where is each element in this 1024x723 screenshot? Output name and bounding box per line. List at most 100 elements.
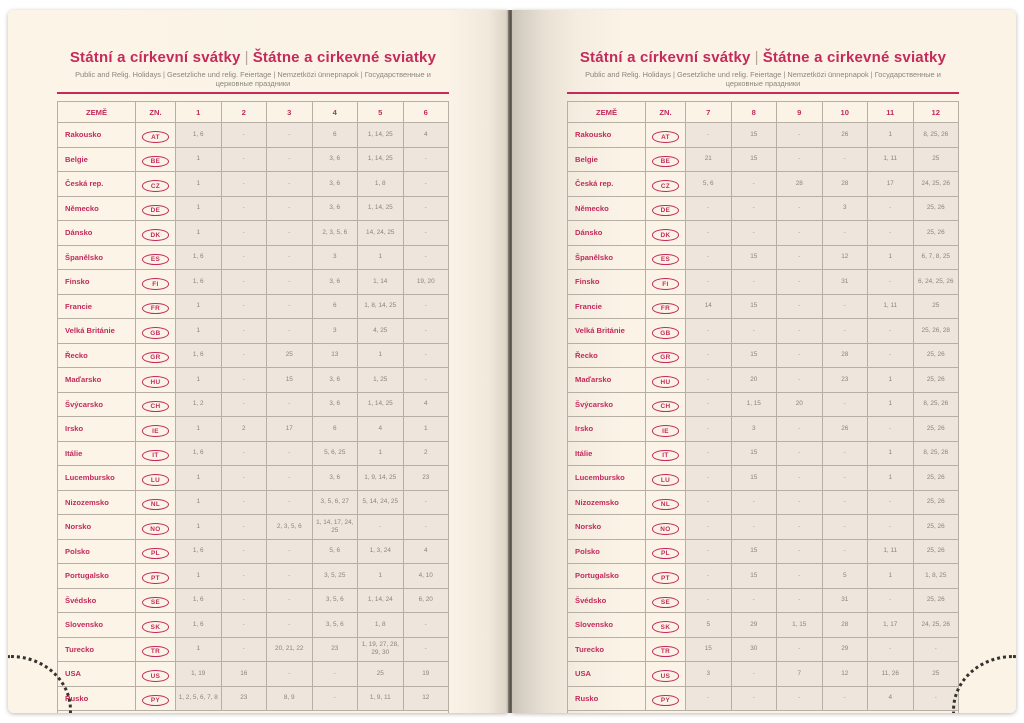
holiday-days-cell: - xyxy=(821,465,868,491)
country-code-badge: IE xyxy=(142,425,169,437)
holiday-days-cell: 3, 6 xyxy=(311,367,358,393)
holiday-days-cell: - xyxy=(220,244,267,270)
holiday-days-cell: 25, 26, 28 xyxy=(912,318,959,344)
holiday-days-cell: 25, 26 xyxy=(912,195,959,221)
country-name: Portugalsko xyxy=(57,563,136,589)
country-code-badge: BE xyxy=(142,155,169,168)
holiday-days-cell: 25, 26 xyxy=(912,220,959,246)
country-code-cell: SE xyxy=(135,587,176,613)
country-name: Portugalsko xyxy=(567,563,646,589)
table-row: Finsko FI 1, 6- -3, 6 1, 14 19, 20 xyxy=(57,269,449,295)
stitch-dots-bottom-right xyxy=(952,655,1016,713)
country-code-badge: IE xyxy=(652,425,679,437)
holiday-days-cell: 8, 25, 26 xyxy=(912,440,959,466)
holiday-days-cell: - xyxy=(730,269,777,295)
holiday-days-cell: - xyxy=(685,391,732,417)
holiday-days-cell: - xyxy=(821,489,868,515)
holiday-days-cell: 20 xyxy=(730,367,777,393)
table-row: Česká rep. CZ 1- -3, 6 1, 8- xyxy=(57,171,449,197)
holiday-days-cell: 15 xyxy=(730,342,777,368)
holiday-days-cell: - xyxy=(776,293,823,319)
table-row: Francie FR 1- -6 1, 8, 14, 25- xyxy=(57,293,449,319)
holiday-days-cell: - xyxy=(685,685,732,711)
holiday-days-cell: 6 xyxy=(311,122,358,148)
country-code-badge: GR xyxy=(142,351,169,364)
country-code-cell: NL xyxy=(135,489,176,515)
holiday-days-cell: - xyxy=(776,440,823,466)
holiday-days-cell: 13 xyxy=(311,342,358,368)
table-row: Rusko PY - - - -4- xyxy=(567,685,959,711)
holiday-days-cell: 16 xyxy=(220,661,267,687)
holiday-days-cell: 1 xyxy=(175,489,222,515)
country-code-cell: DE xyxy=(645,195,686,221)
country-name: Švýcarsko xyxy=(567,391,646,417)
holiday-days-cell: - xyxy=(402,367,449,393)
holiday-days-cell: - xyxy=(821,293,868,319)
holiday-days-cell: 3, 5, 6, 27 xyxy=(311,489,358,515)
holiday-days-cell: 1, 19, 27, 28, 29, 30 xyxy=(357,636,404,662)
holiday-days-cell: 5 xyxy=(685,612,732,638)
holiday-days-cell: 5, 6 xyxy=(685,171,732,197)
header-row: ZEMĚ ZN. 1 2 3 4 5 6 xyxy=(57,101,449,123)
holiday-days-cell: 1, 14, 25 xyxy=(357,195,404,221)
country-code-badge: SK xyxy=(142,621,169,633)
holiday-days-cell: - xyxy=(685,269,732,295)
country-code-cell: AT xyxy=(645,122,686,148)
country-name: Irsko xyxy=(57,416,136,442)
table-row: Portugalsko PT -15-5 1 1, 8, 25 xyxy=(567,563,959,589)
holiday-days-cell: - xyxy=(685,220,732,246)
holiday-days-cell: 1 xyxy=(867,367,914,393)
country-code-cell: ES xyxy=(135,244,176,270)
holiday-days-cell: 1, 25 xyxy=(357,367,404,393)
country-code-badge: US xyxy=(652,670,679,682)
holiday-days-cell: - xyxy=(867,318,914,344)
country-code-badge: GB xyxy=(142,327,169,339)
country-code-badge: DE xyxy=(652,204,679,217)
holiday-days-cell: - xyxy=(220,489,267,515)
holiday-days-cell: 14 xyxy=(685,293,732,319)
holiday-days-cell: 1 xyxy=(175,465,222,491)
holiday-days-cell: - xyxy=(220,612,267,638)
country-code-badge: ES xyxy=(142,253,169,266)
holiday-days-cell: 15 xyxy=(730,122,777,148)
page-left-content: Státní a církevní svátky | Štátne a cirkev… xyxy=(57,10,449,713)
holiday-days-cell: - xyxy=(402,342,449,368)
holiday-days-cell: 15 xyxy=(730,146,777,172)
holiday-days-cell: - xyxy=(220,367,267,393)
column-header-month: 2 xyxy=(220,101,267,123)
table-row: Velká Británie GB 1- -3 4, 25- xyxy=(57,318,449,344)
holiday-days-cell: 1, 8, 25 xyxy=(912,563,959,589)
holiday-days-cell: - xyxy=(730,318,777,344)
holiday-days-cell: 28 xyxy=(821,612,868,638)
holiday-days-cell: 21 xyxy=(685,146,732,172)
holiday-days-cell: - xyxy=(821,440,868,466)
holiday-days-cell: - xyxy=(730,171,777,197)
holiday-days-cell: 3 xyxy=(730,416,777,442)
holiday-days-cell: - xyxy=(685,514,732,540)
holiday-days-cell: 1, 3, 24 xyxy=(357,538,404,564)
country-name: Nizozemsko xyxy=(57,489,136,515)
table-row: Polsko PL -15- -1, 11 25, 26 xyxy=(567,538,959,564)
table-row: Nizozemsko NL - - - - -25, 26 xyxy=(567,489,959,515)
holiday-days-cell: 8, 25, 26 xyxy=(912,122,959,148)
holiday-days-cell: - xyxy=(776,122,823,148)
country-code-cell: GR xyxy=(135,342,176,368)
holiday-days-cell: 25, 26 xyxy=(912,587,959,613)
column-header-code: ZN. xyxy=(135,101,176,123)
holiday-days-cell: - xyxy=(266,612,313,638)
holiday-days-cell: 1 xyxy=(867,440,914,466)
holiday-days-cell: 12 xyxy=(821,244,868,270)
country-name: Německo xyxy=(57,195,136,221)
country-code-cell: LU xyxy=(645,465,686,491)
holiday-days-cell: 7 xyxy=(776,661,823,687)
country-code-cell: SE xyxy=(645,587,686,613)
country-code-cell: IT xyxy=(135,440,176,466)
holiday-days-cell: - xyxy=(730,220,777,246)
table-row: Norsko NO - - - - -25, 26 xyxy=(567,514,959,540)
holiday-days-cell: 15 xyxy=(266,367,313,393)
country-code-badge: HU xyxy=(652,376,679,388)
holiday-days-cell: - xyxy=(402,612,449,638)
column-header-country: ZEMĚ xyxy=(57,101,136,123)
holiday-days-cell: - xyxy=(867,195,914,221)
country-code-cell: FI xyxy=(135,269,176,295)
